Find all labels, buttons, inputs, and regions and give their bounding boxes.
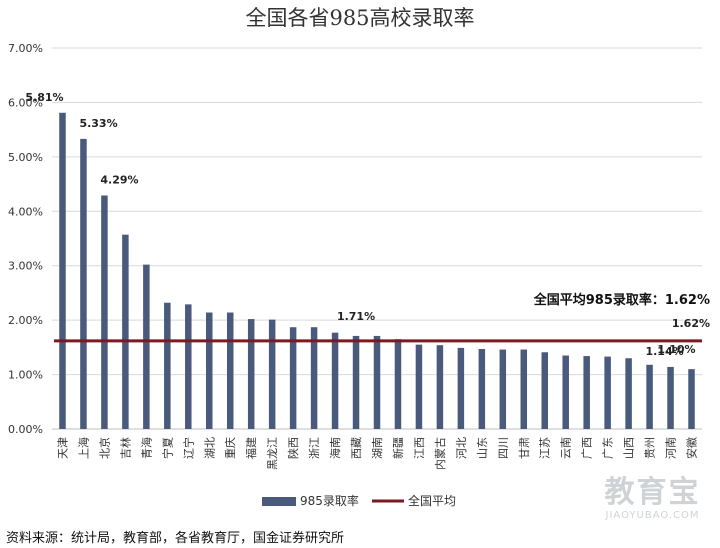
bar [541, 352, 548, 429]
x-tick-label: 重庆 [223, 437, 237, 459]
bar [352, 335, 360, 429]
bar [206, 312, 213, 429]
x-tick-label: 湖北 [203, 437, 216, 459]
x-tick-label: 内蒙古 [433, 437, 447, 470]
bar [101, 195, 108, 429]
x-tick-label: 黑龙江 [266, 437, 279, 470]
x-tick-label: 甘肃 [518, 437, 531, 459]
bar [289, 327, 297, 429]
watermark-main: 教育宝 [604, 475, 701, 510]
y-tick-label: 2.00% [8, 314, 43, 327]
y-axis: 0.00% 1.00% 2.00% 3.00% 4.00% 5.00% 6.00% 7.00% [8, 42, 43, 436]
bar [646, 364, 653, 429]
average-value-label: 1.62% [672, 317, 710, 330]
bar [499, 349, 507, 429]
bar [373, 335, 381, 429]
bar [185, 304, 192, 429]
y-tick-label: 5.00% [8, 151, 43, 164]
x-tick-label: 新疆 [391, 437, 405, 459]
x-tick-label: 安徽 [685, 437, 699, 459]
x-tick-label: 四川 [497, 437, 510, 459]
x-tick-label: 山西 [623, 437, 636, 459]
bars [59, 112, 695, 430]
bar [247, 319, 255, 429]
watermark-sub: JIAOYUBAO.COM [605, 510, 700, 521]
x-tick-label: 北京 [97, 437, 111, 459]
bar [143, 264, 150, 429]
x-tick-label: 辽宁 [181, 437, 195, 459]
data-label: 5.81% [25, 91, 63, 104]
y-tick-label: 7.00% [8, 42, 43, 55]
data-label: 1.71% [337, 310, 375, 323]
bar [562, 355, 569, 429]
x-tick-label: 贵州 [644, 437, 657, 459]
x-tick-label: 宁夏 [160, 437, 174, 459]
y-tick-label: 0.00% [8, 423, 43, 436]
data-label: 4.29% [100, 174, 138, 187]
x-tick-label: 海南 [328, 437, 342, 459]
bar [436, 345, 444, 429]
x-tick-label: 云南 [560, 437, 573, 459]
x-tick-label: 青海 [139, 437, 153, 459]
bar [80, 138, 87, 429]
x-tick-label: 江苏 [539, 437, 552, 459]
data-labels: 5.81% 5.33% 4.29% 1.71% 1.14%1.10% [25, 91, 695, 358]
x-tick-label: 河南 [665, 437, 678, 459]
x-tick-label: 湖南 [371, 437, 384, 459]
legend-label-line: 全国平均 [408, 493, 456, 508]
bar [226, 312, 234, 429]
x-tick-label: 江西 [413, 437, 426, 459]
source-note: 资料来源：统计局，教育部，各省教育厅，国金证券研究所 [6, 531, 345, 546]
bar [478, 348, 486, 429]
x-tick-label: 天津 [56, 437, 69, 459]
x-tick-label: 西藏 [350, 437, 363, 459]
x-tick-label: 吉林 [118, 437, 132, 459]
legend: 985录取率 全国平均 [262, 493, 456, 508]
data-label: 5.33% [79, 117, 117, 130]
bar [520, 349, 528, 429]
x-tick-label: 福建 [244, 437, 258, 459]
bar [688, 369, 695, 429]
bar [268, 319, 276, 429]
x-tick-label: 浙江 [308, 437, 321, 459]
watermark-logo: 教育宝 JIAOYUBAO.COM [590, 475, 715, 522]
bar [59, 112, 66, 430]
x-tick-label: 广东 [602, 437, 615, 459]
chart-title: 全国各省985高校录取率 [245, 6, 474, 30]
bar [583, 356, 590, 429]
y-tick-label: 3.00% [8, 260, 43, 273]
bar [457, 347, 465, 429]
x-axis: 天津 上海 北京 吉林 青海 宁夏 辽宁 湖北 重庆 福建 黑龙江 陕西 浙江 海南 西藏 湖南 新疆 江西 内蒙古… [56, 437, 698, 470]
bar [415, 344, 423, 429]
x-tick-label: 上海 [76, 437, 90, 459]
bar [164, 302, 171, 429]
x-tick-label: 广西 [581, 437, 594, 459]
bar [122, 234, 129, 429]
bar [310, 327, 318, 429]
bar [604, 356, 611, 429]
x-tick-label: 河北 [455, 437, 468, 459]
bar [625, 358, 632, 429]
y-tick-label: 6.00% [8, 96, 43, 109]
y-tick-label: 1.00% [8, 369, 43, 382]
bar [667, 366, 674, 429]
data-label: 1.10% [657, 343, 695, 356]
bar [331, 332, 339, 429]
y-tick-label: 4.00% [8, 205, 43, 218]
x-tick-label: 山东 [476, 437, 489, 459]
data-label: 1.14% [645, 345, 683, 358]
average-annotation: 全国平均985录取率：1.62% [533, 292, 710, 308]
legend-label-bar: 985录取率 [300, 493, 359, 508]
legend-swatch-bar [262, 497, 296, 506]
bar [394, 339, 402, 429]
x-tick-label: 陕西 [286, 437, 300, 459]
